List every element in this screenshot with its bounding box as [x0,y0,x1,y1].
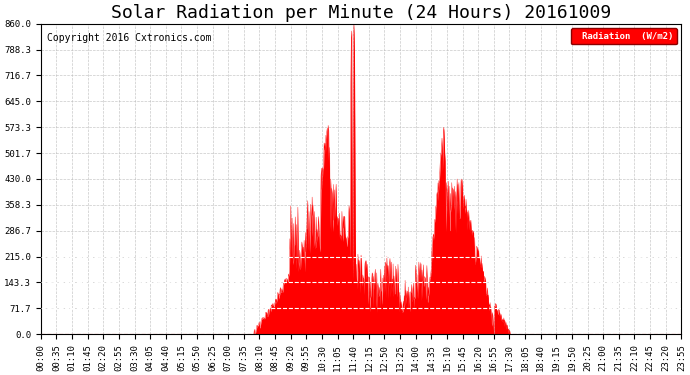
Legend: Radiation  (W/m2): Radiation (W/m2) [571,28,677,45]
Text: Copyright 2016 Cxtronics.com: Copyright 2016 Cxtronics.com [47,33,212,43]
Title: Solar Radiation per Minute (24 Hours) 20161009: Solar Radiation per Minute (24 Hours) 20… [111,4,611,22]
